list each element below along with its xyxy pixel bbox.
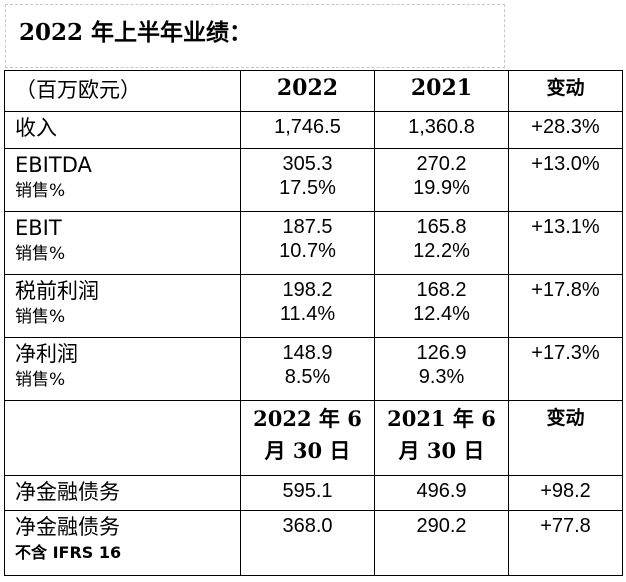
value-2022-cell: 187.5 10.7% xyxy=(240,211,375,275)
value-2021: 126.9 xyxy=(416,342,467,364)
table-row-ebitda: EBITDA 销售% 305.3 17.5% 270.2 19.9% +13.0… xyxy=(4,148,623,212)
value-2021-cell: 1,360.8 xyxy=(374,111,509,149)
value-2021: 496.9 xyxy=(416,480,467,502)
change-cell: +13.0% xyxy=(508,148,623,212)
value-2021-cell: 165.8 12.2% xyxy=(374,211,509,275)
value-2022-cell: 148.9 8.5% xyxy=(240,337,375,401)
row-label: 净利润 xyxy=(15,342,78,366)
table-row-net-debt-excl-ifrs16: 净金融债务 不含 IFRS 16 368.0 290.2 +77.8 xyxy=(4,510,623,576)
value-2021: 1,360.8 xyxy=(408,116,475,138)
margin-2022: 17.5% xyxy=(279,177,336,199)
page-title: 2022 年上半年业绩： xyxy=(19,19,253,46)
value-2021: 290.2 xyxy=(416,515,467,537)
row-label-cell: EBITDA 销售% xyxy=(4,148,241,212)
results-table: （百万欧元） 2022 2021 变动 收入 1,746.5 1,360.8 +… xyxy=(4,70,623,576)
change-value: +77.8 xyxy=(540,515,591,537)
table-row-revenue: 收入 1,746.5 1,360.8 +28.3% xyxy=(4,111,623,149)
margin-2022: 10.7% xyxy=(279,240,336,262)
row-label-cell: 净金融债务 xyxy=(4,475,241,511)
column-header-change: 变动 xyxy=(508,400,623,476)
margin-2021: 12.2% xyxy=(413,240,470,262)
row-label: 净金融债务 xyxy=(15,480,120,504)
value-2022: 595.1 xyxy=(282,480,333,502)
change-value: +28.3% xyxy=(531,116,600,138)
row-label-cell: 税前利润 销售% xyxy=(4,274,241,338)
row-sublabel: 不含 IFRS 16 xyxy=(15,543,122,562)
change-cell: +13.1% xyxy=(508,211,623,275)
value-2022: 148.9 xyxy=(282,342,333,364)
value-2021-cell: 270.2 19.9% xyxy=(374,148,509,212)
value-2021-cell: 496.9 xyxy=(374,475,509,511)
row-label-cell: 净利润 销售% xyxy=(4,337,241,401)
unit-label: （百万欧元） xyxy=(4,70,241,112)
row-sublabel: 销售% xyxy=(15,370,66,390)
row-sublabel: 销售% xyxy=(15,244,66,264)
value-2021-cell: 290.2 xyxy=(374,510,509,576)
value-2021: 270.2 xyxy=(416,153,467,175)
row-label: 收入 xyxy=(15,116,57,140)
column-header-2021: 2021 xyxy=(374,70,509,112)
value-2022-cell: 368.0 xyxy=(240,510,375,576)
value-2021-cell: 168.2 12.4% xyxy=(374,274,509,338)
column-header-2022: 2022 xyxy=(240,70,375,112)
date-line: 月 30 日 xyxy=(264,438,351,463)
margin-2021: 9.3% xyxy=(418,366,465,388)
column-header-change: 变动 xyxy=(508,70,623,112)
date-line: 2022 年 6 xyxy=(253,406,362,431)
date-line: 月 30 日 xyxy=(398,438,485,463)
column-header-2021-date: 2021 年 6 月 30 日 xyxy=(374,400,509,476)
row-label: 税前利润 xyxy=(15,279,99,303)
date-line: 2021 年 6 xyxy=(387,406,496,431)
row-label: EBITDA xyxy=(15,153,92,177)
change-value: +17.8% xyxy=(531,279,600,301)
margin-2021: 12.4% xyxy=(413,303,470,325)
row-label: EBIT xyxy=(15,216,62,240)
change-cell: +77.8 xyxy=(508,510,623,576)
value-2022-cell: 198.2 11.4% xyxy=(240,274,375,338)
margin-2022: 11.4% xyxy=(279,303,336,325)
value-2021-cell: 126.9 9.3% xyxy=(374,337,509,401)
change-cell: +98.2 xyxy=(508,475,623,511)
header-row: （百万欧元） 2022 2021 变动 xyxy=(4,70,623,112)
value-2022-cell: 1,746.5 xyxy=(240,111,375,149)
value-2022: 368.0 xyxy=(282,515,333,537)
change-value: +17.3% xyxy=(531,342,600,364)
value-2022: 1,746.5 xyxy=(274,116,341,138)
row-label-cell: EBIT 销售% xyxy=(4,211,241,275)
title-box: 2022 年上半年业绩： xyxy=(5,4,505,68)
row-label-cell: 收入 xyxy=(4,111,241,149)
value-2021: 165.8 xyxy=(416,216,467,238)
change-cell: +28.3% xyxy=(508,111,623,149)
value-2022: 305.3 xyxy=(282,153,333,175)
change-value: +13.0% xyxy=(531,153,600,175)
change-cell: +17.3% xyxy=(508,337,623,401)
table-row-net-profit: 净利润 销售% 148.9 8.5% 126.9 9.3% +17.3% xyxy=(4,337,623,401)
date-header-row: 2022 年 6 月 30 日 2021 年 6 月 30 日 变动 xyxy=(4,400,623,476)
row-label: 净金融债务 xyxy=(15,515,120,539)
value-2021: 168.2 xyxy=(416,279,467,301)
table-row-pretax-profit: 税前利润 销售% 198.2 11.4% 168.2 12.4% +17.8% xyxy=(4,274,623,338)
margin-2022: 8.5% xyxy=(284,366,331,388)
value-2022-cell: 305.3 17.5% xyxy=(240,148,375,212)
value-2022-cell: 595.1 xyxy=(240,475,375,511)
empty-header-cell xyxy=(4,400,241,476)
row-label-cell: 净金融债务 不含 IFRS 16 xyxy=(4,510,241,576)
value-2022: 198.2 xyxy=(282,279,333,301)
value-2022: 187.5 xyxy=(282,216,333,238)
row-sublabel: 销售% xyxy=(15,181,66,201)
change-value: +13.1% xyxy=(531,216,600,238)
change-cell: +17.8% xyxy=(508,274,623,338)
row-sublabel: 销售% xyxy=(15,307,66,327)
table-row-ebit: EBIT 销售% 187.5 10.7% 165.8 12.2% +13.1% xyxy=(4,211,623,275)
change-value: +98.2 xyxy=(540,480,591,502)
column-header-2022-date: 2022 年 6 月 30 日 xyxy=(240,400,375,476)
table-row-net-debt: 净金融债务 595.1 496.9 +98.2 xyxy=(4,475,623,511)
margin-2021: 19.9% xyxy=(413,177,470,199)
